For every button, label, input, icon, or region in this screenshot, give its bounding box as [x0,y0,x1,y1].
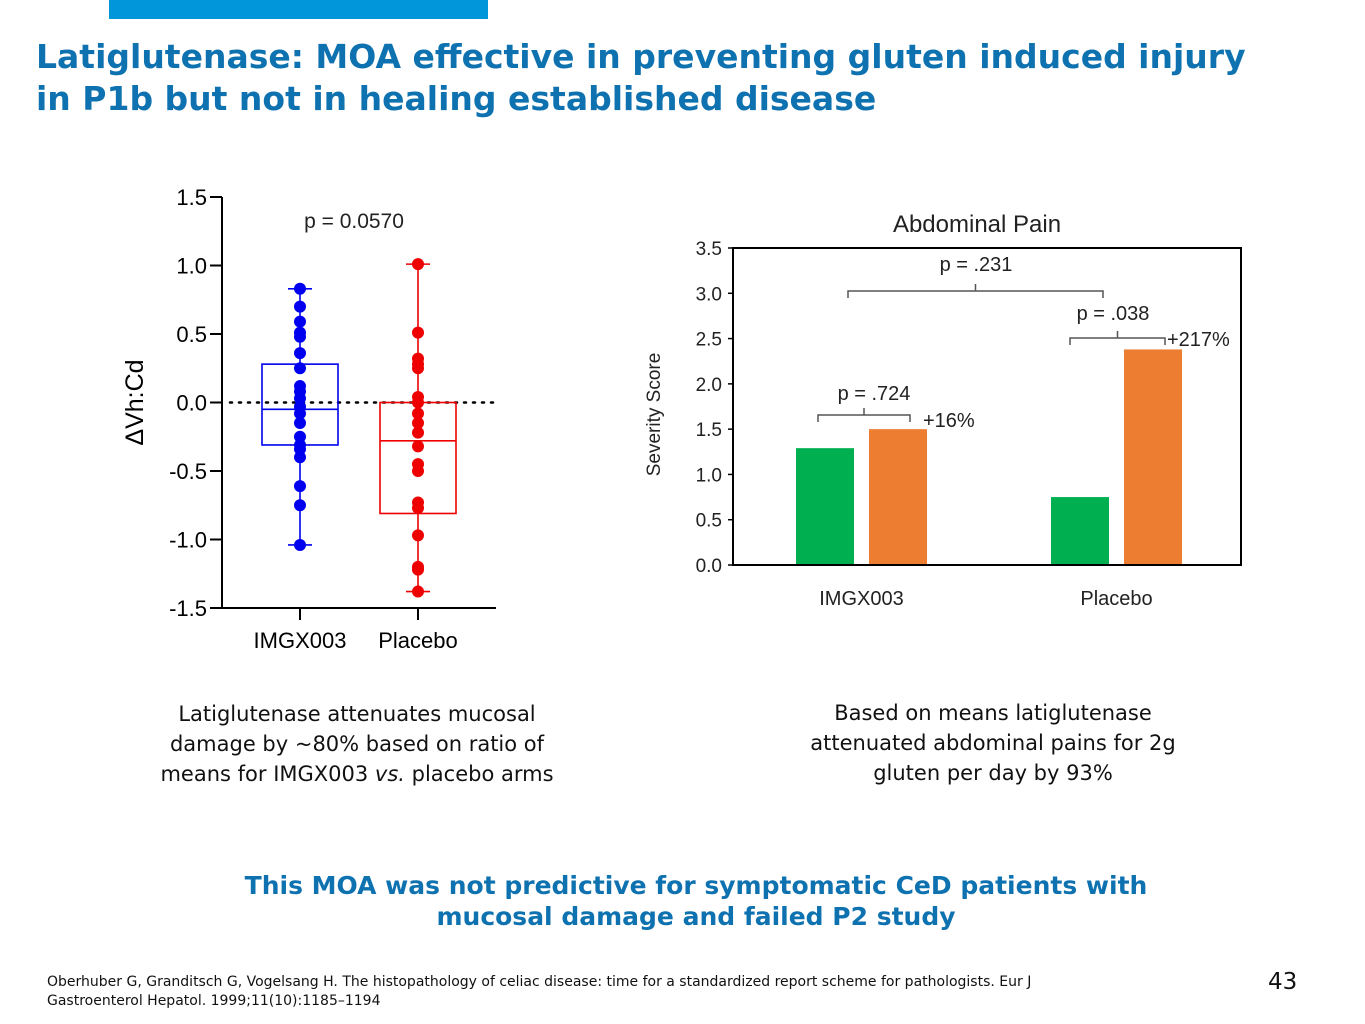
percent-change-placebo: +217% [1167,329,1230,351]
y-tick-label: 2.0 [696,375,722,396]
citation-line-2: Gastroenterol Hepatol. 1999;11(10):1185–… [47,993,381,1009]
bracket-imgx003 [817,408,911,422]
y-tick-label: -0.5 [169,459,207,484]
abdominal-pain-bar-chart: Abdominal Pain 3.5 3.0 2.5 2.0 1.5 1.0 0.5 0.0 Se… [644,211,1242,610]
percent-change-imgx003: +16% [923,410,975,432]
data-point [412,407,424,420]
bar-gluten-challenge [1124,349,1182,565]
left-caption-line-3c: placebo arms [404,762,554,786]
y-tick-label: 1.0 [696,465,722,486]
bar-baseline [796,448,854,565]
left-caption-line-3a: means for IMGX003 [160,762,375,786]
plot-frame [732,247,1242,566]
left-caption-line-2: damage by ~80% based on ratio of [169,732,545,756]
data-point [294,282,306,295]
left-caption-vs: vs. [374,762,405,786]
title-line-1: Latiglutenase: MOA effective in preventi… [36,37,1246,76]
p-value-imgx003: p = .724 [838,383,911,405]
bar-baseline [1051,497,1109,565]
data-point [294,362,306,375]
y-axis-label: Severity Score [644,353,665,477]
y-tick-label: 1.5 [176,185,207,210]
data-point [412,396,424,409]
slide-title: Latiglutenase: MOA effective in preventi… [36,36,1336,120]
y-axis-label: ΔVh:Cd [121,359,149,445]
data-point [294,451,306,464]
y-tick-label: 3.5 [696,239,722,260]
left-caption: Latiglutenase attenuates mucosal damage … [107,699,607,789]
x-tick-label: Placebo [1080,588,1152,610]
data-point [412,501,424,514]
citation: Oberhuber G, Granditsch G, Vogelsang H. … [47,973,1167,1011]
page-number: 43 [1268,969,1298,995]
left-caption-line-1: Latiglutenase attenuates mucosal [178,702,536,726]
right-caption-line-1: Based on means latiglutenase [834,701,1152,725]
right-caption: Based on means latiglutenase attenuated … [743,698,1243,788]
left-caption-line-3: means for IMGX003 vs. placebo arms [107,759,607,789]
title-line-2: in P1b but not in healing established di… [36,79,877,118]
data-point [412,417,424,430]
data-point [294,417,306,430]
right-caption-line-3: gluten per day by 93% [873,761,1113,785]
data-point [294,480,306,493]
bracket-overall [847,284,1104,298]
conclusion-line-2: mucosal damage and failed P2 study [436,902,956,931]
data-point [294,315,306,328]
x-tick-label: IMGX003 [254,628,347,653]
data-point [294,430,306,443]
data-point [412,326,424,339]
mucosal-damage-box-plot: 1.5 1.0 0.5 0.0 -0.5 -1.0 -1.5 ΔVh:Cd p = 0.0570… [121,185,498,653]
top-accent-bar [109,0,488,19]
data-point [294,499,306,512]
y-tick-label: 0.5 [176,322,207,347]
p-value-overall: p = .231 [940,254,1013,276]
data-point [412,465,424,477]
data-point [294,392,306,405]
data-point [412,362,424,375]
y-tick-label: 0.0 [176,391,207,416]
data-point [294,330,306,343]
x-tick-label: Placebo [378,628,458,653]
data-point [412,585,424,598]
data-point [412,426,424,439]
bracket-placebo [1069,331,1166,345]
y-tick-label: 2.5 [696,330,722,351]
right-caption-line-2: attenuated abdominal pains for 2g [810,731,1176,755]
y-tick-label: 1.0 [176,254,207,279]
x-tick-label: IMGX003 [819,588,903,610]
y-tick-label: -1.5 [169,596,207,621]
y-tick-label: 3.0 [696,284,722,305]
y-tick-label: -1.0 [169,528,207,553]
data-point [294,347,306,360]
p-value-label: p = 0.0570 [304,210,404,233]
y-tick-label: 0.5 [696,511,722,532]
data-point [294,538,306,551]
data-point [412,258,424,271]
data-point [412,440,424,453]
p-value-placebo: p = .038 [1077,303,1150,325]
data-point [294,300,306,313]
data-point [412,529,424,542]
y-tick-label: 0.0 [696,556,722,577]
citation-line-1: Oberhuber G, Granditsch G, Vogelsang H. … [47,974,1032,990]
conclusion-line-1: This MOA was not predictive for symptoma… [244,871,1148,900]
chart-title: Abdominal Pain [893,211,1061,238]
data-point [294,407,306,420]
y-tick-label: 1.5 [696,420,722,441]
data-point [294,443,306,456]
data-point [412,563,424,576]
bar-gluten-challenge [869,429,927,565]
conclusion: This MOA was not predictive for symptoma… [150,870,1242,932]
